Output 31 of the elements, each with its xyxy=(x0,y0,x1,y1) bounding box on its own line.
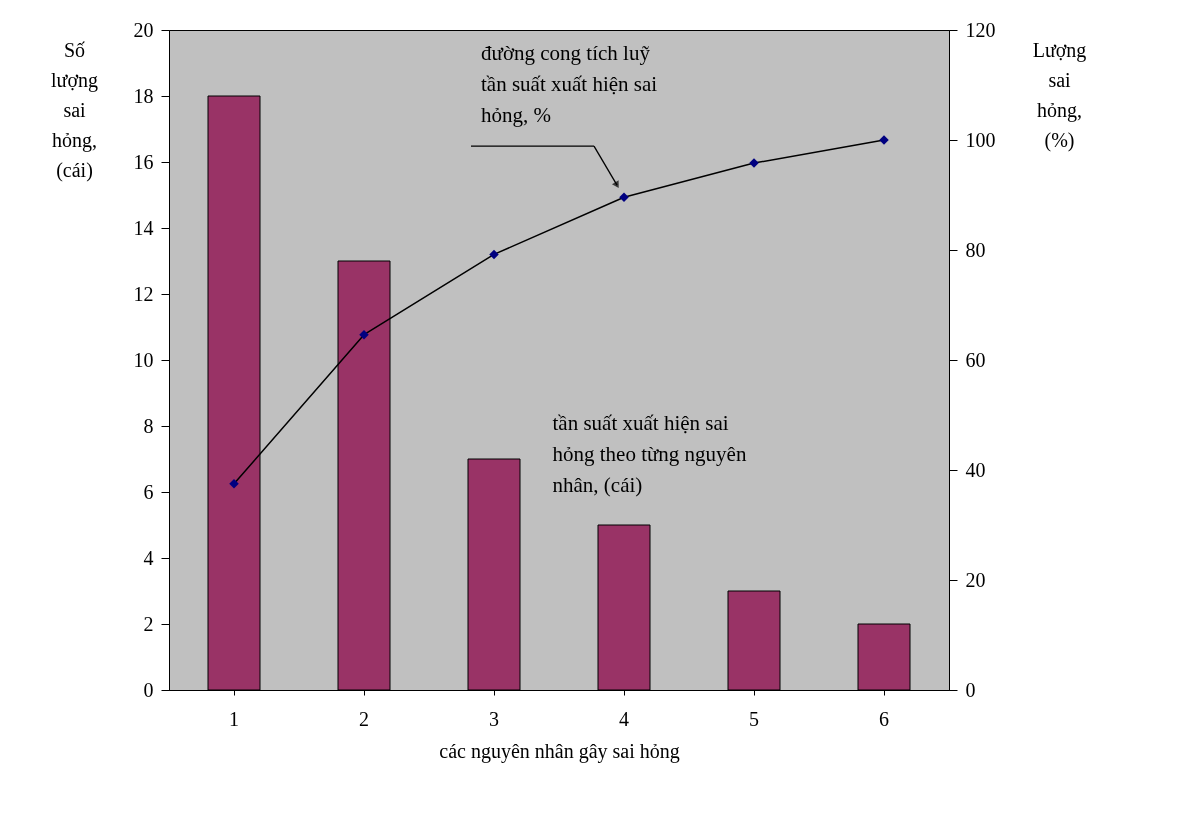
y-tick-label: 2 xyxy=(143,612,154,635)
y-tick-label: 0 xyxy=(143,678,154,701)
x-tick-label: 6 xyxy=(879,707,889,730)
y2-tick-label: 100 xyxy=(965,128,996,151)
y-tick-label: 18 xyxy=(133,84,154,107)
y-tick-label: 6 xyxy=(143,480,154,503)
y2-tick-label: 20 xyxy=(965,568,986,591)
y2-tick-label: 120 xyxy=(965,18,996,41)
series-label: tần suất xuất hiện sai hỏng theo từng nguyên nhân, (cái) xyxy=(552,410,747,497)
y2-tick-label: 0 xyxy=(965,678,976,701)
x-tick-label: 5 xyxy=(749,707,759,730)
x-tick-label: 2 xyxy=(359,707,369,730)
point xyxy=(489,249,499,260)
text: đường cong tích luỹ tần suất xuất hiện sai hỏng, % xyxy=(481,41,658,128)
y-tick-label: 10 xyxy=(133,348,154,371)
y-tick-label: 14 xyxy=(133,216,154,239)
y-tick-label: 20 xyxy=(133,18,154,41)
y2-tick-label: 60 xyxy=(965,348,986,371)
y-tick-label: 4 xyxy=(143,546,154,569)
x-tick-label: 3 xyxy=(489,707,499,730)
y-tick-label: 12 xyxy=(133,282,154,305)
y-tick-label: 16 xyxy=(133,150,154,173)
x-tick-label: 4 xyxy=(619,707,629,730)
point xyxy=(359,329,369,340)
y2-tick-label: 80 xyxy=(965,238,986,261)
y2-axis-title: Lượng sai hỏng, (%) xyxy=(1032,38,1087,152)
y-tick-label: 8 xyxy=(143,414,154,437)
x-tick-label: 1 xyxy=(229,707,239,730)
x-axis-title: các nguyên nhân gây sai hỏng xyxy=(439,739,680,763)
y2-tick-label: 40 xyxy=(965,458,986,481)
y-axis-title: Số lượng sai hỏng, (cái) xyxy=(51,38,98,182)
